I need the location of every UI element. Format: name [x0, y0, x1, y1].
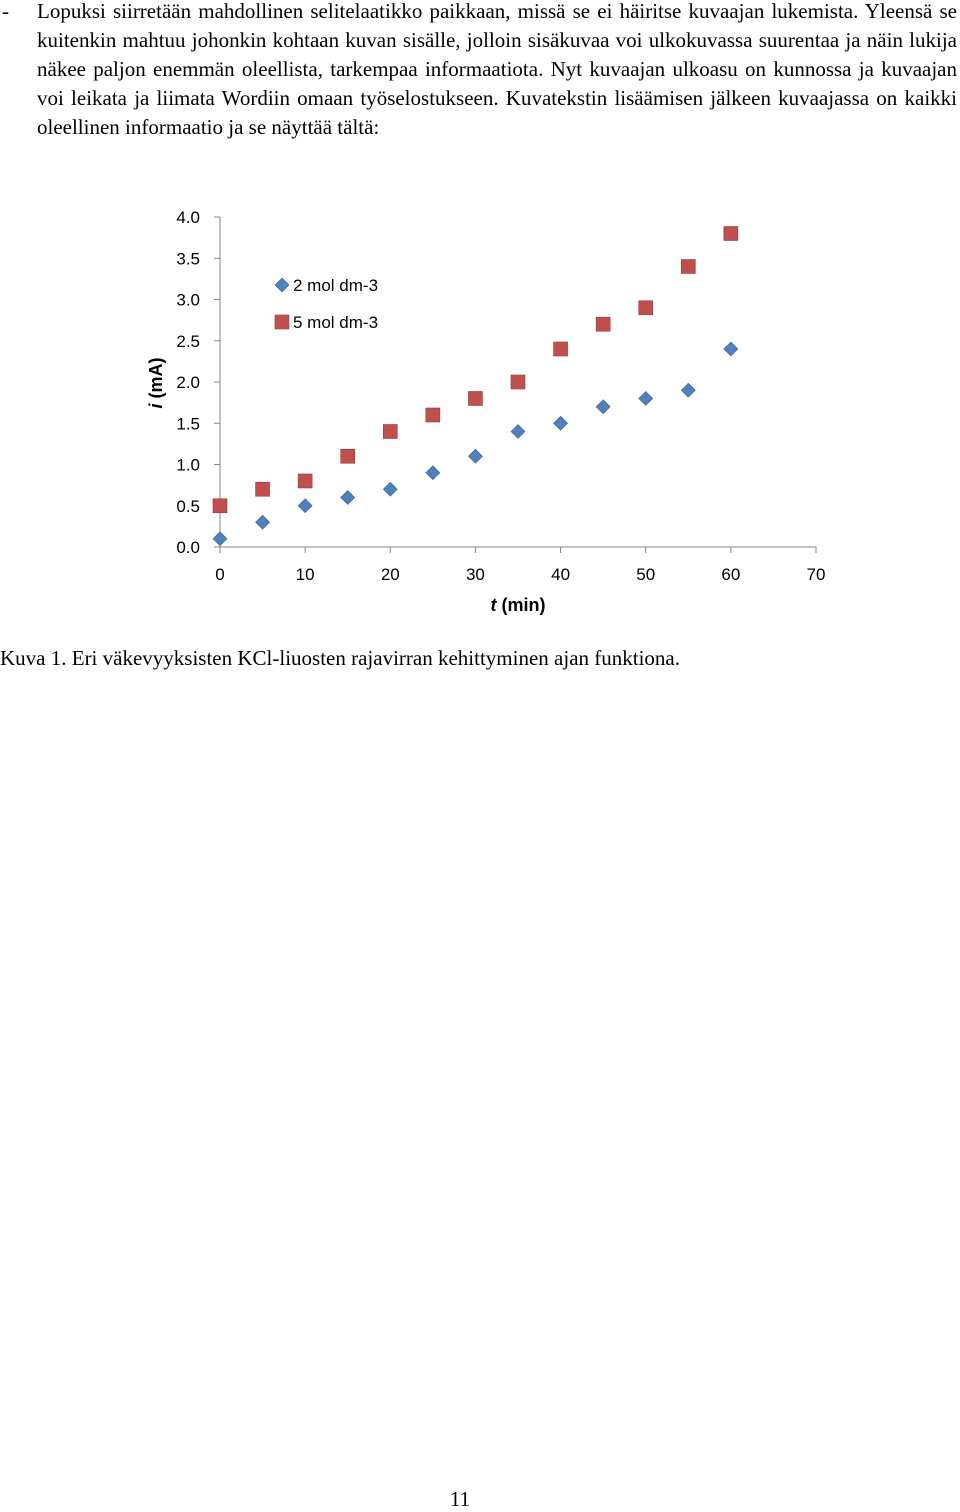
y-tick-label: 1.0	[176, 456, 200, 475]
x-tick-label: 30	[466, 565, 485, 584]
y-tick-labels: 0.0 0.5 1.0 1.5 2.0 2.5 3.0 3.5 4.0	[176, 208, 200, 557]
page-number: 11	[449, 1487, 471, 1511]
data-point-diamond	[212, 531, 228, 547]
data-point-diamond	[510, 424, 526, 439]
chart-legend: 2 mol dm-3 5 mol dm-3	[274, 276, 378, 332]
y-tick-label: 4.0	[176, 208, 200, 227]
data-point-square	[680, 259, 696, 274]
data-points	[212, 226, 739, 547]
x-tick-label: 50	[636, 565, 655, 584]
data-point-square	[553, 341, 568, 357]
x-tick-label: 70	[807, 565, 826, 584]
data-point-square	[638, 300, 654, 316]
legend-entry-label: 5 mol dm-3	[293, 313, 378, 332]
data-point-square	[425, 407, 441, 423]
data-point-diamond	[595, 399, 611, 415]
data-point-square	[212, 498, 228, 514]
chart-container: 0.0 0.5 1.0 1.5 2.0 2.5 3.0 3.5 4.0 0 10 20 30 40 50 6…	[0, 195, 960, 635]
y-tick-label: 3.5	[176, 249, 200, 268]
x-axis-label-rest: (min)	[497, 595, 546, 615]
data-point-square	[340, 448, 356, 464]
data-point-square	[468, 391, 483, 406]
data-point-square	[595, 316, 611, 332]
data-point-diamond	[340, 490, 356, 505]
legend-entry-label: 2 mol dm-3	[293, 276, 378, 295]
x-tick-label: 0	[215, 565, 224, 584]
y-tick-label: 0.0	[176, 538, 200, 557]
y-axis-label-rest: (mA)	[146, 357, 166, 403]
y-tick-label: 3.0	[176, 291, 200, 310]
data-point-diamond	[680, 382, 696, 398]
data-point-diamond	[297, 498, 313, 514]
y-axis-label-italic: i	[146, 403, 166, 409]
scatter-chart: 0.0 0.5 1.0 1.5 2.0 2.5 3.0 3.5 4.0 0 10 20 30 40 50 6…	[146, 208, 825, 615]
data-point-square	[510, 374, 526, 390]
data-point-square	[382, 424, 398, 439]
x-tick-label: 10	[296, 565, 315, 584]
x-tick-label: 60	[721, 565, 740, 584]
x-tick-labels: 0 10 20 30 40 50 60 70	[215, 565, 825, 584]
legend-diamond-icon	[274, 277, 290, 293]
data-point-square	[297, 473, 313, 489]
paragraph-text: Lopuksi siirretään mahdollinen selitelaa…	[37, 0, 957, 139]
y-tick-label: 2.5	[176, 332, 200, 351]
data-point-diamond	[553, 415, 568, 431]
data-point-diamond	[425, 465, 441, 481]
y-tick-label: 1.5	[176, 414, 200, 433]
data-point-square	[255, 481, 270, 497]
x-axis-label-italic: t	[491, 595, 498, 615]
data-point-diamond	[468, 448, 483, 464]
x-tick-label: 20	[381, 565, 400, 584]
y-tick-label: 0.5	[176, 497, 200, 516]
data-point-diamond	[382, 481, 398, 497]
data-point-diamond	[723, 341, 739, 357]
y-tick-label: 2.0	[176, 373, 200, 392]
data-point-square	[723, 226, 739, 241]
y-axis-label: i (mA)	[146, 357, 166, 408]
bullet-dash: -	[2, 0, 9, 23]
data-point-diamond	[638, 391, 654, 406]
x-tick-label: 40	[551, 565, 570, 584]
figure-caption: Kuva 1. Eri väkevyyksisten KCl-liuosten …	[0, 646, 680, 670]
legend-square-icon	[274, 314, 290, 330]
data-point-diamond	[255, 514, 270, 530]
x-axis-label: t (min)	[491, 595, 546, 615]
